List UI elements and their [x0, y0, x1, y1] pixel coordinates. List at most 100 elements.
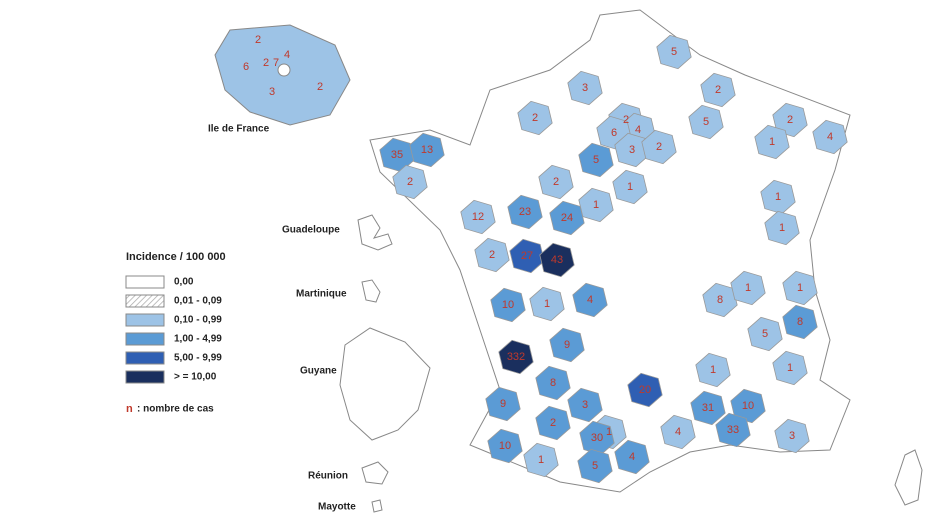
- department: [614, 439, 650, 475]
- case-count: 5: [671, 46, 677, 58]
- territory-label: Guyane: [300, 366, 337, 377]
- department: [485, 386, 521, 422]
- case-count: 3: [582, 399, 588, 411]
- case-count: 10: [502, 299, 514, 311]
- department: [782, 304, 818, 340]
- territory-label: Martinique: [296, 289, 347, 300]
- case-count: 4: [675, 426, 681, 438]
- case-count: 7: [273, 57, 279, 69]
- legend-swatch: [125, 332, 165, 346]
- guyane-shape: [339, 327, 431, 441]
- department: [567, 70, 603, 106]
- department: [612, 169, 648, 205]
- department: [567, 387, 603, 423]
- case-count: 31: [702, 402, 714, 414]
- case-count: 3: [629, 144, 635, 156]
- department: [690, 390, 726, 426]
- department: [523, 442, 559, 478]
- case-count: 8: [797, 316, 803, 328]
- case-count: 2: [656, 141, 662, 153]
- territory-label: Mayotte: [318, 502, 356, 513]
- department: [529, 286, 565, 322]
- martinique-shape: [361, 279, 381, 303]
- guadeloupe-shape: [357, 214, 393, 251]
- department: [627, 372, 663, 408]
- case-count: 2: [787, 114, 793, 126]
- legend-swatch: [125, 370, 165, 384]
- case-count: 4: [635, 124, 641, 136]
- department: [754, 124, 790, 160]
- inset-label: Ile de France: [208, 124, 270, 135]
- department: [474, 237, 510, 273]
- case-count: 24: [561, 212, 573, 224]
- case-count: 13: [421, 144, 433, 156]
- department: [747, 316, 783, 352]
- department: [535, 405, 571, 441]
- case-count: 1: [710, 364, 716, 376]
- case-count: 30: [591, 432, 603, 444]
- territory-label: Guadeloupe: [282, 225, 340, 236]
- department: [578, 142, 614, 178]
- department: [538, 164, 574, 200]
- case-count: 2: [317, 81, 323, 93]
- case-count: 23: [519, 206, 531, 218]
- case-count: 332: [507, 351, 525, 363]
- case-count: 2: [255, 34, 261, 46]
- department: [641, 129, 677, 165]
- corsica: [894, 449, 923, 506]
- case-count: 2: [407, 176, 413, 188]
- case-count: 1: [606, 426, 612, 438]
- case-count: 1: [593, 199, 599, 211]
- case-count: 5: [593, 154, 599, 166]
- department: [409, 132, 445, 168]
- case-count: 35: [391, 149, 403, 161]
- case-count: 3: [582, 82, 588, 94]
- department: [460, 199, 496, 235]
- case-count: 12: [472, 211, 484, 223]
- case-count: 1: [779, 222, 785, 234]
- department: [392, 164, 428, 200]
- case-count: 5: [703, 116, 709, 128]
- case-count: 3: [269, 86, 275, 98]
- department: [535, 365, 571, 401]
- department: [572, 282, 608, 318]
- case-count: 2: [715, 84, 721, 96]
- legend-swatch: [125, 275, 165, 289]
- case-count: 1: [787, 362, 793, 374]
- case-count: 8: [717, 294, 723, 306]
- department: [517, 100, 553, 136]
- legend-label: 5,00 - 9,99: [174, 353, 222, 364]
- legend-swatch: [125, 351, 165, 365]
- case-count: 2: [263, 57, 269, 69]
- department: [660, 414, 696, 450]
- case-count: 1: [775, 191, 781, 203]
- case-count: 1: [797, 282, 803, 294]
- department: [539, 242, 575, 278]
- case-count: 9: [564, 339, 570, 351]
- department: [715, 412, 751, 448]
- case-count: 6: [611, 127, 617, 139]
- territory-label: Réunion: [308, 471, 348, 482]
- note-text: : nombre de cas: [137, 404, 214, 415]
- department: [498, 339, 534, 375]
- case-count: 3: [789, 430, 795, 442]
- departments: [379, 34, 848, 484]
- paris: [277, 63, 291, 77]
- france-outline: [369, 9, 851, 493]
- case-count: 1: [544, 298, 550, 310]
- department: [578, 187, 614, 223]
- case-count: 9: [500, 398, 506, 410]
- case-count: 2: [489, 249, 495, 261]
- case-count: 5: [762, 328, 768, 340]
- case-count: 27: [521, 250, 533, 262]
- department: [772, 350, 808, 386]
- case-count: 1: [769, 136, 775, 148]
- case-count: 10: [499, 440, 511, 452]
- legend-label: > = 10,00: [174, 372, 217, 383]
- case-count: 20: [639, 384, 651, 396]
- case-count: 4: [284, 49, 290, 61]
- case-count: 2: [553, 176, 559, 188]
- department: [490, 287, 526, 323]
